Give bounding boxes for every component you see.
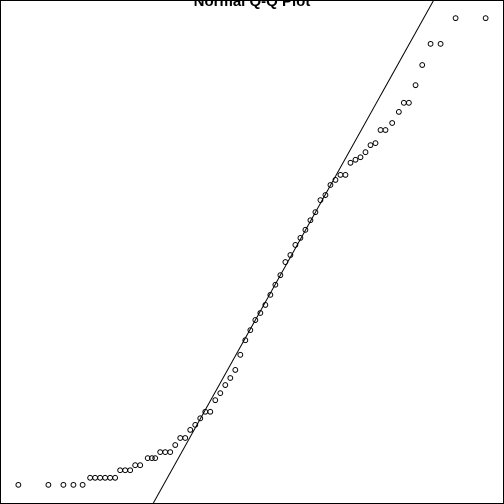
point (337, 171, 344, 178)
point (282, 259, 289, 265)
point (242, 337, 249, 344)
point (327, 182, 334, 188)
point (357, 154, 364, 161)
point (342, 171, 349, 178)
point (137, 462, 144, 469)
point (87, 474, 94, 481)
point (352, 156, 359, 163)
point (112, 474, 119, 481)
point (332, 177, 339, 183)
point (347, 159, 354, 166)
point (182, 435, 189, 441)
point (197, 415, 204, 422)
point (167, 449, 174, 455)
point (292, 242, 299, 248)
point (382, 127, 389, 133)
chart-title: Normal Q-Q Plot (194, 0, 311, 10)
point (152, 455, 159, 462)
point (389, 120, 396, 126)
point (79, 481, 86, 488)
point (177, 435, 184, 441)
point (405, 99, 412, 106)
point (367, 142, 374, 149)
point (437, 40, 444, 47)
point (312, 209, 319, 216)
point (427, 40, 434, 47)
point (232, 367, 239, 373)
point (317, 197, 324, 203)
point (302, 226, 309, 233)
point (92, 474, 99, 481)
point (222, 382, 229, 388)
point (482, 15, 489, 22)
point (412, 82, 419, 89)
point (419, 62, 426, 68)
point (395, 108, 402, 115)
point (362, 149, 369, 156)
point (70, 481, 77, 488)
point (217, 390, 224, 397)
point (400, 99, 407, 106)
point (257, 310, 264, 316)
point (15, 481, 22, 488)
point (97, 474, 104, 481)
point (122, 467, 129, 474)
point (452, 15, 459, 22)
point (247, 327, 254, 334)
point (262, 302, 269, 308)
point (45, 481, 52, 488)
point (207, 408, 214, 415)
point (252, 317, 259, 323)
point (267, 291, 274, 298)
point (372, 140, 379, 147)
point (157, 449, 164, 455)
point (127, 467, 134, 474)
point (277, 272, 284, 279)
point (227, 375, 234, 381)
point (60, 481, 67, 488)
point (162, 449, 169, 455)
point (287, 252, 294, 258)
point (377, 127, 384, 133)
point (192, 421, 199, 428)
point (172, 442, 179, 448)
point (144, 455, 151, 462)
point (107, 474, 114, 481)
point (187, 427, 194, 433)
point (272, 281, 279, 288)
point (148, 455, 155, 462)
point (102, 474, 109, 481)
point (297, 234, 304, 241)
point (212, 397, 219, 404)
point (307, 217, 314, 224)
point (322, 192, 329, 198)
point (237, 351, 244, 358)
point (117, 467, 124, 474)
point (132, 462, 139, 469)
